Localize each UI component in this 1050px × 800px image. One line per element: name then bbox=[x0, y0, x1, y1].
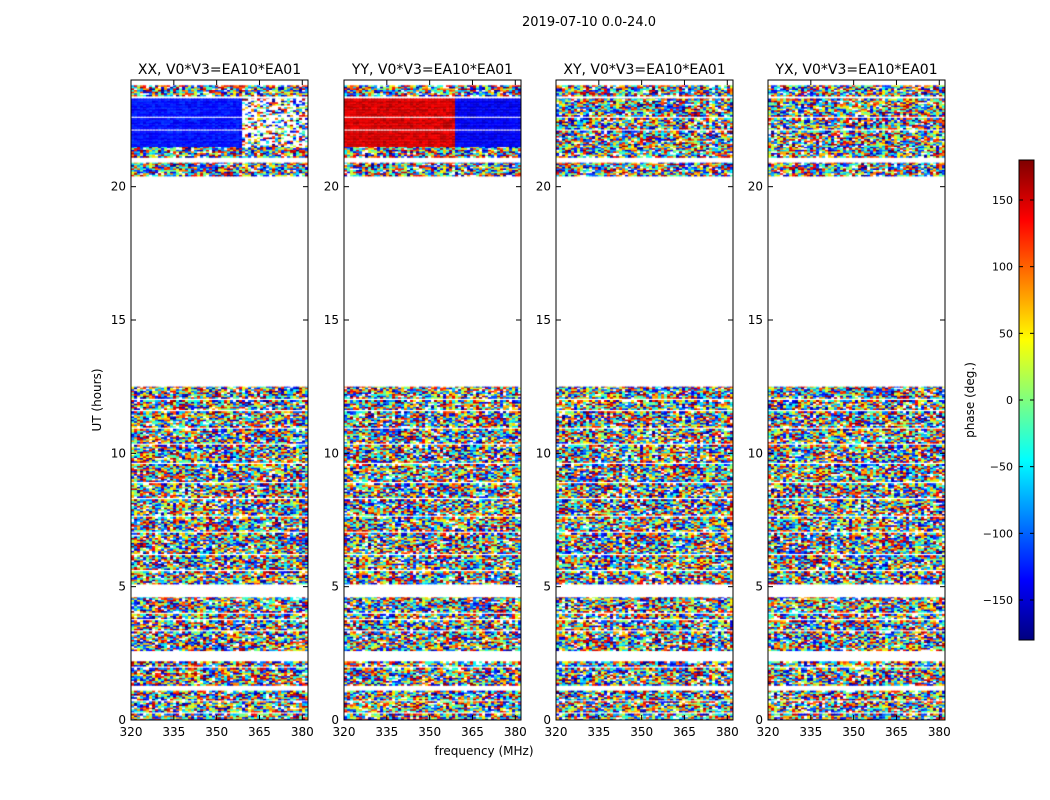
y-tick-label: 0 bbox=[118, 713, 126, 727]
x-tick-label: 350 bbox=[205, 725, 228, 739]
heatmap-cells bbox=[556, 80, 733, 720]
heatmap-panel: XY, V0*V3=EA10*EA01 320 335 350 365 380 0 5 10 15… bbox=[536, 62, 739, 739]
x-axis-label: frequency (MHz) bbox=[434, 744, 533, 758]
panel-frame bbox=[130, 79, 309, 721]
heatmap-panel: XX, V0*V3=EA10*EA01 320 335 350 365 380 0 5 10 15… bbox=[111, 62, 314, 739]
heatmap-cells bbox=[131, 80, 308, 720]
y-tick-label: 15 bbox=[536, 313, 551, 327]
colorbar-tick-label: 150 bbox=[992, 194, 1013, 207]
x-tick-label: 320 bbox=[120, 725, 143, 739]
x-tick-label: 380 bbox=[716, 725, 739, 739]
x-tick-label: 365 bbox=[885, 725, 908, 739]
x-tick-label: 335 bbox=[799, 725, 822, 739]
x-tick-label: 350 bbox=[630, 725, 653, 739]
y-tick-label: 10 bbox=[324, 446, 339, 460]
y-tick-label: 10 bbox=[111, 446, 126, 460]
y-tick-label: 5 bbox=[118, 580, 126, 594]
colorbar-tick-label: 0 bbox=[1006, 394, 1013, 407]
x-tick-label: 320 bbox=[333, 725, 356, 739]
y-tick-label: 15 bbox=[324, 313, 339, 327]
y-tick-label: 20 bbox=[111, 180, 126, 194]
x-tick-label: 335 bbox=[587, 725, 610, 739]
panel-title: YX, V0*V3=EA10*EA01 bbox=[774, 62, 937, 78]
y-tick-label: 20 bbox=[324, 180, 339, 194]
x-tick-label: 365 bbox=[673, 725, 696, 739]
panel-title: XY, V0*V3=EA10*EA01 bbox=[563, 62, 725, 78]
heatmap-panels: XX, V0*V3=EA10*EA01 320 335 350 365 380 0 5 10 15… bbox=[111, 62, 951, 739]
panel-frame bbox=[767, 79, 946, 721]
y-tick-label: 0 bbox=[543, 713, 551, 727]
colorbar-tick-label: −50 bbox=[990, 461, 1013, 474]
colorbar-tick-label: −150 bbox=[983, 594, 1013, 607]
y-tick-label: 5 bbox=[543, 580, 551, 594]
y-tick-label: 5 bbox=[755, 580, 763, 594]
x-tick-label: 365 bbox=[461, 725, 484, 739]
x-tick-label: 380 bbox=[291, 725, 314, 739]
y-axis-label: UT (hours) bbox=[90, 368, 104, 431]
y-tick-label: 20 bbox=[748, 180, 763, 194]
heatmap-panel: YX, V0*V3=EA10*EA01 320 335 350 365 380 0 5 10 15… bbox=[748, 62, 951, 739]
panel-frame bbox=[555, 79, 734, 721]
x-tick-label: 335 bbox=[162, 725, 185, 739]
x-tick-label: 350 bbox=[842, 725, 865, 739]
x-tick-label: 350 bbox=[418, 725, 441, 739]
colorbar-tick-label: 50 bbox=[999, 327, 1013, 340]
y-tick-label: 20 bbox=[536, 180, 551, 194]
colorbar-tick-label: 100 bbox=[992, 261, 1013, 274]
figure-suptitle: 2019-07-10 0.0-24.0 bbox=[522, 15, 656, 30]
y-tick-label: 10 bbox=[748, 446, 763, 460]
x-tick-label: 365 bbox=[248, 725, 271, 739]
y-tick-label: 15 bbox=[111, 313, 126, 327]
heatmap-cells bbox=[344, 80, 521, 720]
x-tick-label: 320 bbox=[757, 725, 780, 739]
y-tick-label: 0 bbox=[755, 713, 763, 727]
y-tick-label: 10 bbox=[536, 446, 551, 460]
colorbar: 150 100 50 0 −50 −100 −150 bbox=[983, 159, 1035, 641]
x-tick-label: 320 bbox=[545, 725, 568, 739]
panel-frame bbox=[343, 79, 522, 721]
x-tick-label: 380 bbox=[928, 725, 951, 739]
y-tick-label: 5 bbox=[331, 580, 339, 594]
y-tick-label: 15 bbox=[748, 313, 763, 327]
y-tick-label: 0 bbox=[331, 713, 339, 727]
x-tick-label: 380 bbox=[504, 725, 527, 739]
heatmap-cells bbox=[768, 80, 945, 720]
colorbar-label: phase (deg.) bbox=[963, 362, 977, 438]
panel-title: YY, V0*V3=EA10*EA01 bbox=[351, 62, 513, 78]
x-tick-label: 335 bbox=[375, 725, 398, 739]
colorbar-tick-label: −100 bbox=[983, 527, 1013, 540]
heatmap-panel: YY, V0*V3=EA10*EA01 320 335 350 365 380 0 5 10 15… bbox=[324, 62, 527, 739]
panel-title: XX, V0*V3=EA10*EA01 bbox=[138, 62, 301, 78]
